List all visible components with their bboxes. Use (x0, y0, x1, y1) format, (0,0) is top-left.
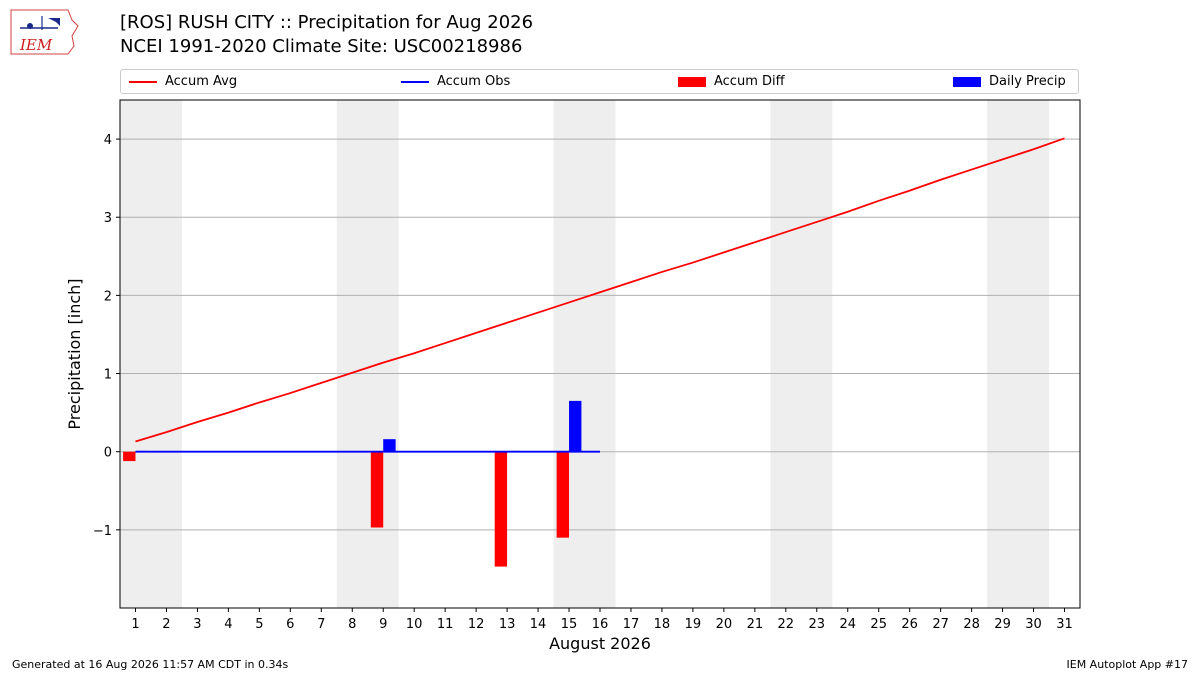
x-tick-label: 2 (162, 617, 170, 632)
chart-title: [ROS] RUSH CITY :: Precipitation for Aug… (120, 12, 534, 33)
legend-swatch-daily-precip (953, 73, 981, 91)
legend-swatch-accum-diff (678, 73, 706, 91)
y-tick-label: 1 (104, 368, 112, 383)
x-tick-label: 5 (255, 617, 263, 632)
x-tick-label: 7 (317, 617, 325, 632)
legend-swatch-accum-obs (401, 73, 429, 91)
legend-label-accum-obs: Accum Obs (437, 74, 511, 89)
x-tick-label: 10 (406, 617, 423, 632)
y-tick-label: 0 (104, 446, 112, 461)
accum-diff-bar (123, 451, 136, 462)
x-tick-label: 27 (932, 617, 949, 632)
x-tick-label: 14 (530, 617, 547, 632)
x-tick-label: 15 (561, 617, 578, 632)
y-axis-label: Precipitation [inch] (65, 278, 84, 429)
weekend-shade-1 (120, 100, 182, 608)
y-tick-label: 3 (104, 211, 112, 226)
accum-avg-line (135, 137, 1065, 443)
x-tick-label: 8 (348, 617, 356, 632)
x-tick-label: 20 (716, 617, 733, 632)
x-tick-label: 30 (1025, 617, 1042, 632)
x-tick-label: 23 (809, 617, 826, 632)
legend-swatch-accum-avg (129, 73, 157, 91)
logo-text: IEM (19, 36, 53, 54)
accum-diff-bar (494, 451, 508, 567)
x-tick-label: 28 (963, 617, 980, 632)
y-tick-label: 2 (104, 289, 112, 304)
x-tick-label: 11 (437, 617, 454, 632)
app-label: IEM Autoplot App #17 (1066, 658, 1189, 671)
x-tick-label: 3 (193, 617, 201, 632)
x-tick-label: 16 (592, 617, 609, 632)
x-tick-label: 26 (901, 617, 918, 632)
x-tick-label: 4 (224, 617, 232, 632)
state-outline-icon (10, 9, 79, 55)
x-tick-label: 1 (131, 617, 139, 632)
x-tick-label: 22 (778, 617, 795, 632)
x-tick-label: 21 (747, 617, 764, 632)
bars (123, 400, 582, 567)
x-tick-label: 19 (685, 617, 702, 632)
x-tick-label: 17 (623, 617, 640, 632)
legend-label-daily-precip: Daily Precip (989, 74, 1066, 89)
series-lines (135, 137, 1065, 453)
weekend-shading (120, 100, 1050, 608)
accum-diff-bar (370, 451, 384, 528)
y-tick-label: 4 (104, 133, 112, 148)
iem-logo: IEM (10, 9, 79, 55)
x-axis-label: August 2026 (549, 634, 651, 653)
x-tick-label: 12 (468, 617, 485, 632)
x-tick-label: 9 (379, 617, 387, 632)
weekend-shade-5 (987, 100, 1050, 608)
generated-timestamp: Generated at 16 Aug 2026 11:57 AM CDT in… (12, 658, 289, 671)
y-tick-label: −1 (93, 524, 112, 539)
x-tick-label: 29 (994, 617, 1011, 632)
x-tick-label: 13 (499, 617, 516, 632)
chart-subtitle: NCEI 1991-2020 Climate Site: USC00218986 (120, 36, 523, 57)
legend-label-accum-avg: Accum Avg (165, 74, 238, 89)
daily-precip-bar (383, 439, 396, 452)
x-tick-label: 25 (870, 617, 887, 632)
chart-legend: Accum Avg Accum Obs Accum Diff Daily Pre… (120, 69, 1079, 94)
accum-diff-bar (556, 451, 570, 538)
x-tick-label: 18 (654, 617, 671, 632)
legend-label-accum-diff: Accum Diff (714, 74, 785, 89)
weekend-shade-2 (336, 100, 399, 608)
x-tick-label: 24 (839, 617, 856, 632)
daily-precip-bar (569, 400, 582, 452)
weekend-shade-4 (770, 100, 833, 608)
x-tick-label: 31 (1056, 617, 1073, 632)
x-tick-label: 6 (286, 617, 294, 632)
